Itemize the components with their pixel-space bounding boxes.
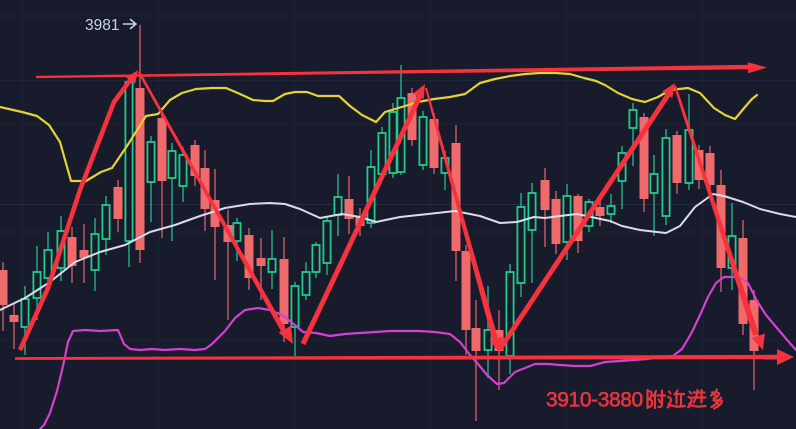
svg-text:3981: 3981 xyxy=(85,17,119,34)
svg-text:3910-3880: 3910-3880 xyxy=(546,389,643,412)
